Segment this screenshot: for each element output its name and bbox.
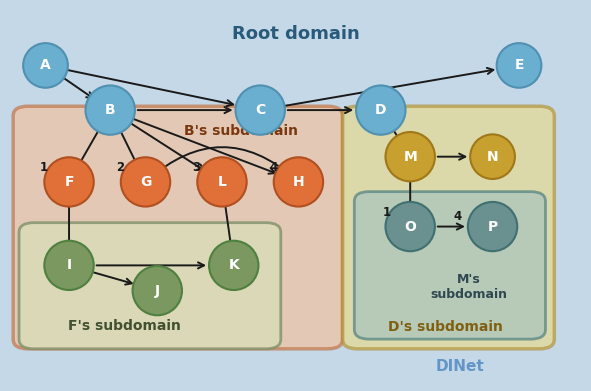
Text: 4: 4: [453, 210, 462, 223]
FancyBboxPatch shape: [13, 106, 343, 349]
Ellipse shape: [209, 241, 258, 290]
FancyBboxPatch shape: [19, 223, 281, 349]
Text: Root domain: Root domain: [232, 25, 359, 43]
Text: P: P: [488, 220, 498, 233]
Ellipse shape: [385, 202, 435, 251]
Text: 2: 2: [116, 161, 124, 174]
Ellipse shape: [235, 86, 285, 135]
Text: D's subdomain: D's subdomain: [388, 321, 503, 334]
Ellipse shape: [23, 43, 68, 88]
Text: B's subdomain: B's subdomain: [184, 124, 298, 138]
Text: 1: 1: [382, 206, 391, 219]
Ellipse shape: [468, 202, 517, 251]
FancyBboxPatch shape: [355, 192, 545, 339]
Text: D: D: [375, 103, 387, 117]
Ellipse shape: [121, 157, 170, 206]
Ellipse shape: [44, 157, 94, 206]
Text: L: L: [217, 175, 226, 189]
Text: 1: 1: [40, 161, 48, 174]
Text: H: H: [293, 175, 304, 189]
Text: N: N: [487, 150, 498, 164]
Text: 4: 4: [269, 161, 277, 174]
Ellipse shape: [356, 86, 405, 135]
Text: J: J: [155, 283, 160, 298]
Text: M: M: [403, 150, 417, 164]
Text: K: K: [228, 258, 239, 273]
FancyArrowPatch shape: [148, 147, 295, 180]
Text: B: B: [105, 103, 115, 117]
Ellipse shape: [274, 157, 323, 206]
Ellipse shape: [132, 266, 182, 315]
Text: I: I: [66, 258, 72, 273]
FancyBboxPatch shape: [343, 106, 554, 349]
Text: C: C: [255, 103, 265, 117]
Ellipse shape: [86, 86, 135, 135]
Ellipse shape: [470, 135, 515, 179]
Text: M's
subdomain: M's subdomain: [430, 273, 508, 301]
Text: O: O: [404, 220, 416, 233]
Text: DINet: DINet: [436, 359, 485, 374]
Text: A: A: [40, 58, 51, 72]
Text: F: F: [64, 175, 74, 189]
Ellipse shape: [197, 157, 246, 206]
Text: 3: 3: [193, 161, 201, 174]
Ellipse shape: [496, 43, 541, 88]
Text: G: G: [140, 175, 151, 189]
Text: E: E: [514, 58, 524, 72]
Text: F's subdomain: F's subdomain: [69, 319, 181, 333]
Ellipse shape: [44, 241, 94, 290]
Ellipse shape: [385, 132, 435, 181]
